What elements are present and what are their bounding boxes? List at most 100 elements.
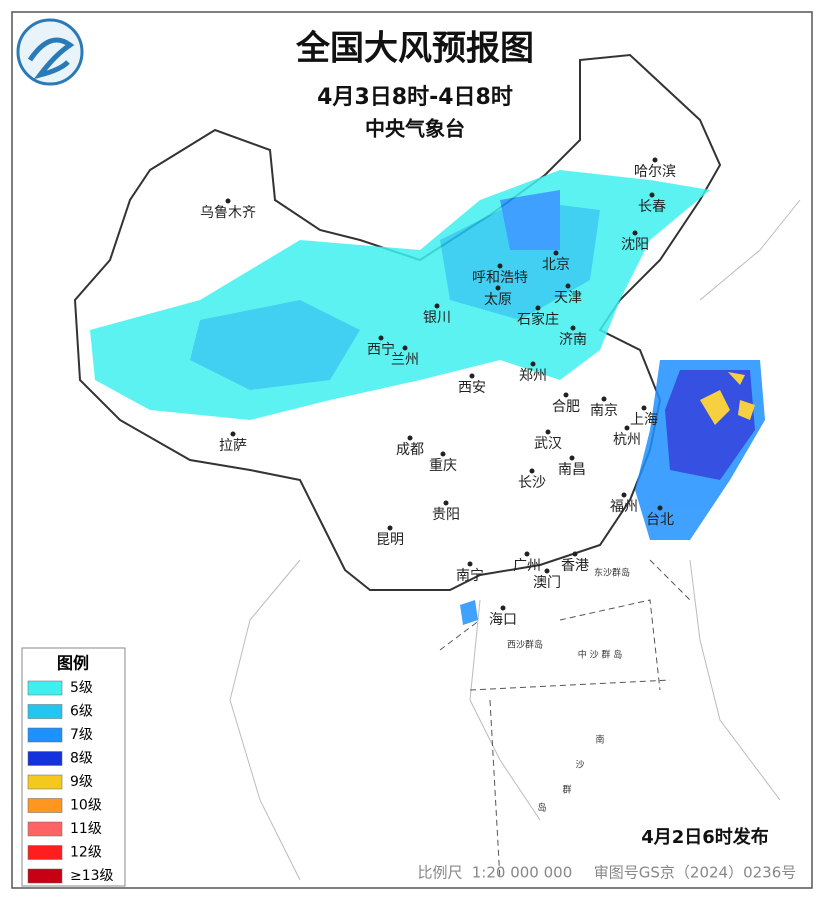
city-label: 长沙 <box>518 475 546 491</box>
issued-time: 4月2日6时发布 <box>641 826 769 848</box>
city-dot <box>378 335 384 341</box>
city-label: 南昌 <box>558 462 586 478</box>
city-label: 贵阳 <box>432 507 460 523</box>
legend-swatch <box>27 868 63 884</box>
legend: 图例 5级 6级 7级 8级 9级 10级 11级 12级 ≥13级 <box>21 647 126 887</box>
wind-areas <box>90 170 765 625</box>
city-label: 兰州 <box>391 352 419 368</box>
legend-label: ≥13级 <box>70 868 114 884</box>
city-label: 香港 <box>561 558 589 574</box>
city-dot <box>497 263 503 269</box>
city-dot <box>544 568 550 574</box>
city-label: 澳门 <box>533 575 561 591</box>
island-label: 沙 <box>575 760 584 771</box>
legend-label: 7级 <box>70 727 93 743</box>
city-label: 西安 <box>458 380 486 396</box>
legend-swatch <box>27 798 63 813</box>
legend-swatch <box>27 704 63 719</box>
city-label: 郑州 <box>519 368 547 384</box>
city-dot <box>230 431 236 437</box>
city-label: 武汉 <box>534 436 562 452</box>
city-label: 海口 <box>489 612 517 628</box>
city-label: 沈阳 <box>621 237 649 253</box>
city-label: 南京 <box>590 403 618 419</box>
city-label: 南宁 <box>456 567 484 584</box>
city-dot <box>553 250 559 256</box>
island-label: 西沙群岛 <box>507 639 543 651</box>
legend-swatch <box>27 727 63 743</box>
wind-9 <box>700 372 755 425</box>
island-label: 中 沙 群 岛 <box>578 649 623 661</box>
city-dot <box>569 455 575 461</box>
island-label: 群 <box>562 784 571 796</box>
legend-swatch <box>27 774 63 790</box>
city-dot <box>545 429 551 435</box>
city-label: 合肥 <box>552 399 580 415</box>
city-dot <box>387 525 393 531</box>
city-label: 天津 <box>554 290 582 306</box>
issuer: 中央气象台 <box>365 117 465 141</box>
city-dot <box>407 435 413 441</box>
city-dot <box>565 283 571 289</box>
city-dot <box>467 561 473 567</box>
city-dot <box>443 500 449 506</box>
city-label: 台北 <box>646 512 674 528</box>
island-label: 南 <box>595 734 604 746</box>
city-label: 长春 <box>638 199 666 215</box>
title: 全国大风预报图 <box>295 29 534 69</box>
city-label: 拉萨 <box>219 438 247 454</box>
city-dot <box>500 605 506 611</box>
wind-7 <box>460 600 478 625</box>
approval-number: 审图号GS京（2024）0236号 <box>594 864 797 882</box>
city-dot <box>535 305 541 311</box>
city-label: 重庆 <box>429 458 457 474</box>
city-dot <box>572 551 578 557</box>
city-label: 广州 <box>513 558 541 574</box>
logo <box>16 18 84 86</box>
legend-swatch <box>27 821 63 837</box>
city-label: 银川 <box>423 310 451 326</box>
city-label: 福州 <box>610 499 638 515</box>
scale-label: 比例尺 <box>417 864 462 882</box>
city-label: 上海 <box>630 412 658 428</box>
island-label: 东沙群岛 <box>594 567 630 579</box>
legend-label: 10级 <box>70 798 102 814</box>
city-dot <box>621 492 627 498</box>
city-dot <box>641 405 647 411</box>
city-dot <box>632 230 638 236</box>
island-label: 岛 <box>537 802 546 814</box>
city-dot <box>440 451 446 457</box>
city-dot <box>624 425 630 431</box>
city-dot <box>469 373 475 379</box>
city-dot <box>601 396 607 402</box>
legend-swatch <box>27 845 63 860</box>
city-label: 乌鲁木齐 <box>200 205 256 221</box>
logo-mark <box>27 37 75 80</box>
legend-label: 8级 <box>70 751 93 767</box>
legend-label: 11级 <box>70 821 102 837</box>
wind-6 <box>190 300 360 390</box>
city-label: 杭州 <box>613 432 641 448</box>
legend-swatch <box>27 751 63 766</box>
city-dot <box>649 192 655 198</box>
city-label: 石家庄 <box>517 311 559 328</box>
frame <box>11 11 813 889</box>
legend-title: 图例 <box>57 654 89 673</box>
city-label: 西宁 <box>367 341 395 358</box>
city-dot <box>495 285 501 291</box>
city-label: 太原 <box>484 292 512 308</box>
legend-swatch <box>27 680 63 696</box>
city-dot <box>530 361 536 367</box>
city-label: 济南 <box>559 332 587 348</box>
wind-7 <box>500 190 560 250</box>
city-dot <box>652 157 658 163</box>
legend-label: 6级 <box>70 704 93 720</box>
city-label: 昆明 <box>376 532 404 548</box>
scale: 1:20 000 000 <box>472 864 572 882</box>
city-label: 成都 <box>396 442 424 458</box>
sea-boundary <box>439 559 691 881</box>
city-dot <box>563 392 569 398</box>
city-dot <box>434 303 440 309</box>
